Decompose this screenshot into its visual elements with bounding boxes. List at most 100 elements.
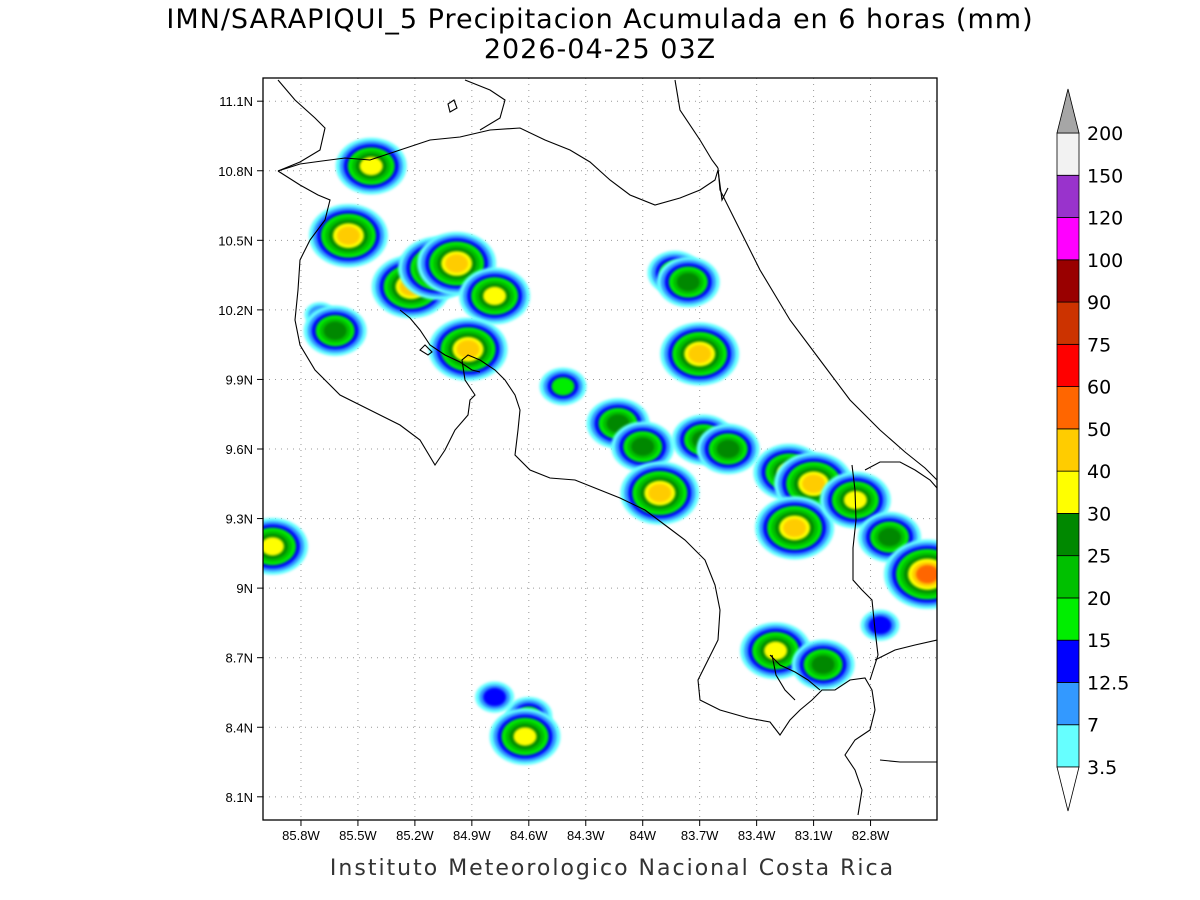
lon-tick-label: 83.1W	[795, 828, 833, 843]
colorbar-level-label: 200	[1087, 123, 1123, 145]
lat-tick-label: 11.1N	[219, 94, 253, 109]
lat-tick-label: 10.8N	[218, 164, 253, 179]
graticule-grid	[263, 78, 937, 820]
colorbar-segment	[1056, 217, 1080, 261]
precip-contour	[513, 727, 537, 746]
precip-contour	[764, 641, 788, 660]
colorbar-level-label: 75	[1087, 334, 1111, 356]
colorbar-level-label: 60	[1087, 377, 1111, 399]
colorbar-segment	[1056, 259, 1080, 303]
precip-contour	[456, 340, 480, 359]
colorbar-level-label: 15	[1087, 630, 1111, 652]
precip-cell	[335, 137, 407, 195]
lon-tick-label: 84W	[629, 828, 656, 843]
colorbar-under-arrow	[1056, 766, 1080, 812]
lon-tick-label: 85.8W	[282, 828, 320, 843]
precip-cell	[656, 256, 720, 308]
precip-contour	[483, 286, 507, 306]
precip-contour	[631, 437, 655, 456]
lon-tick-label: 84.9W	[453, 828, 491, 843]
precip-cell	[459, 267, 531, 325]
precip-contour	[783, 518, 807, 538]
precip-contour	[811, 655, 835, 674]
colorbar-level-label: 7	[1087, 715, 1099, 737]
lon-tick-label: 85.5W	[339, 828, 377, 843]
precip-cell	[263, 517, 308, 575]
map-datetime-subtitle: 2026-04-25 03Z	[483, 34, 717, 65]
lat-tick-label: 8.4N	[226, 720, 253, 735]
precip-cell	[755, 496, 835, 560]
precip-cell	[303, 305, 367, 356]
colorbar-legend: 3.5 7 12.5 15 20 25 30 40 50 60 75 90 100 120 150 200	[1056, 88, 1129, 812]
precip-contour	[802, 474, 826, 493]
latitude-tick-labels: 11.1N 10.8N 10.5N 10.2N 9.9N 9.6N 9.3N 9N 8.7N 8.…	[218, 94, 263, 805]
colorbar-level-label: 100	[1087, 250, 1123, 272]
colorbar-segment	[1056, 639, 1080, 683]
precip-contour	[445, 254, 469, 273]
precip-contour	[323, 321, 347, 340]
lon-tick-label: 83.7W	[681, 828, 719, 843]
institution-footer: Instituto Meteorologico Nacional Costa R…	[329, 856, 896, 881]
colorbar-segment	[1056, 301, 1080, 345]
lat-tick-label: 10.2N	[218, 303, 253, 318]
colorbar-level-label: 120	[1087, 208, 1123, 230]
precip-cell	[620, 461, 700, 525]
precip-contour	[551, 377, 575, 396]
lon-tick-label: 83.4W	[738, 828, 776, 843]
lat-tick-label: 8.7N	[226, 651, 253, 666]
precip-contour	[688, 344, 712, 364]
precip-contour	[483, 687, 507, 707]
lat-tick-label: 9.6N	[226, 442, 253, 457]
precip-cell	[696, 423, 760, 475]
precip-contour	[916, 565, 937, 584]
colorbar-segment	[1056, 597, 1080, 641]
precip-contour	[359, 156, 383, 176]
colorbar-segment	[1056, 343, 1080, 388]
lon-tick-label: 84.6W	[510, 828, 548, 843]
colorbar-segment	[1056, 174, 1080, 218]
colorbar-level-label: 90	[1087, 292, 1111, 314]
colorbar-segment	[1056, 470, 1080, 514]
lat-tick-label: 9.9N	[226, 372, 253, 387]
colorbar-level-label: 3.5	[1087, 757, 1117, 779]
lon-tick-label: 82.8W	[852, 828, 890, 843]
lat-tick-label: 9.3N	[226, 512, 253, 527]
colorbar-level-label: 150	[1087, 165, 1123, 187]
colorbar-segment	[1056, 428, 1080, 472]
precip-cell	[791, 639, 855, 690]
precip-contour	[676, 272, 700, 292]
precip-contour	[336, 226, 360, 245]
precip-contour	[878, 527, 902, 547]
lat-tick-label: 8.1N	[226, 790, 253, 805]
colorbar-level-label: 30	[1087, 503, 1111, 525]
precip-contour	[263, 537, 284, 556]
map-title: IMN/SARAPIQUI_5 Precipitacion Acumulada …	[166, 4, 1034, 35]
colorbar-level-label: 40	[1087, 461, 1111, 483]
precip-cell	[489, 708, 561, 765]
colorbar-level-label: 50	[1087, 419, 1111, 441]
precip-cell	[539, 367, 587, 406]
coastline-borders	[277, 79, 937, 816]
precip-contour	[716, 439, 740, 459]
precip-contour	[648, 483, 672, 503]
colorbar-segment	[1056, 386, 1080, 430]
colorbar-segment	[1056, 555, 1080, 599]
colorbar-segment	[1056, 132, 1080, 176]
precip-cell	[611, 421, 675, 472]
precip-contour	[868, 616, 892, 635]
lat-tick-label: 9N	[236, 581, 253, 596]
colorbar-level-label: 25	[1087, 546, 1111, 568]
precip-cell	[884, 539, 937, 610]
precip-cell	[860, 609, 900, 641]
colorbar-segment	[1056, 513, 1080, 557]
lon-tick-label: 85.2W	[396, 828, 434, 843]
lat-tick-label: 10.5N	[218, 233, 253, 248]
precip-cell	[475, 681, 515, 713]
colorbar-level-label: 20	[1087, 588, 1111, 610]
colorbar-level-label: 12.5	[1087, 672, 1129, 694]
colorbar-segment	[1056, 724, 1080, 768]
lon-tick-label: 84.3W	[567, 828, 605, 843]
colorbar-over-arrow	[1056, 88, 1080, 134]
colorbar-segment	[1056, 682, 1080, 726]
